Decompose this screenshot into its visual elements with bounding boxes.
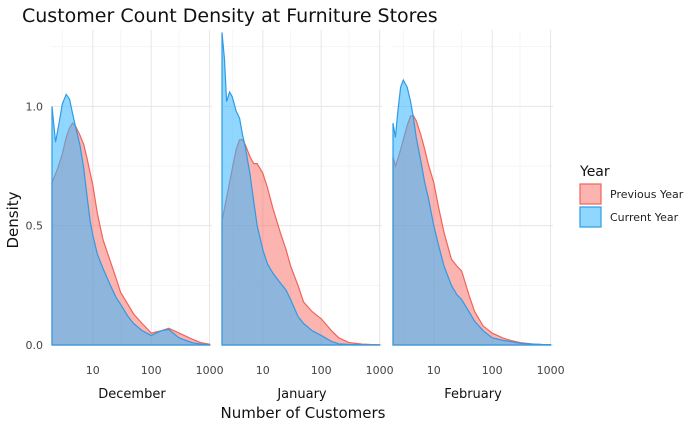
- x-tick-label: 1000: [366, 364, 394, 377]
- x-tick-label: 1000: [537, 364, 565, 377]
- density-area-current-year: [392, 78, 552, 346]
- legend-swatch: [579, 206, 602, 228]
- y-tick-label: 0.0: [26, 339, 44, 352]
- chart-title: Customer Count Density at Furniture Stor…: [22, 5, 438, 27]
- x-tick-label: 10: [427, 364, 441, 377]
- y-axis-label: Density: [4, 191, 22, 248]
- panel-february: 10 100 1000 February: [392, 30, 565, 402]
- legend-label: Current Year: [610, 211, 679, 224]
- legend-label: Previous Year: [610, 188, 684, 201]
- y-tick-label: 0.5: [26, 220, 44, 233]
- x-tick-label: 100: [141, 364, 162, 377]
- x-tick-label: 100: [482, 364, 503, 377]
- x-tick-label: 1000: [196, 364, 224, 377]
- legend: Year Previous Year Current Year: [579, 164, 684, 228]
- x-tick-label: 100: [311, 364, 332, 377]
- facet-label: January: [276, 387, 327, 402]
- facet-label: December: [98, 387, 166, 402]
- y-tick-label: 1.0: [26, 100, 44, 113]
- x-tick-label: 10: [86, 364, 100, 377]
- panel-january: 10 100 1000 January: [221, 30, 394, 402]
- x-tick-label: 10: [256, 364, 270, 377]
- legend-title: Year: [579, 164, 610, 180]
- density-area-current-year: [221, 32, 381, 346]
- x-axis-label: Number of Customers: [221, 404, 386, 422]
- density-area-current-year: [51, 93, 211, 346]
- panel-december: 10 100 1000 December: [51, 30, 224, 402]
- legend-swatch: [579, 183, 602, 205]
- facet-label: February: [444, 387, 502, 402]
